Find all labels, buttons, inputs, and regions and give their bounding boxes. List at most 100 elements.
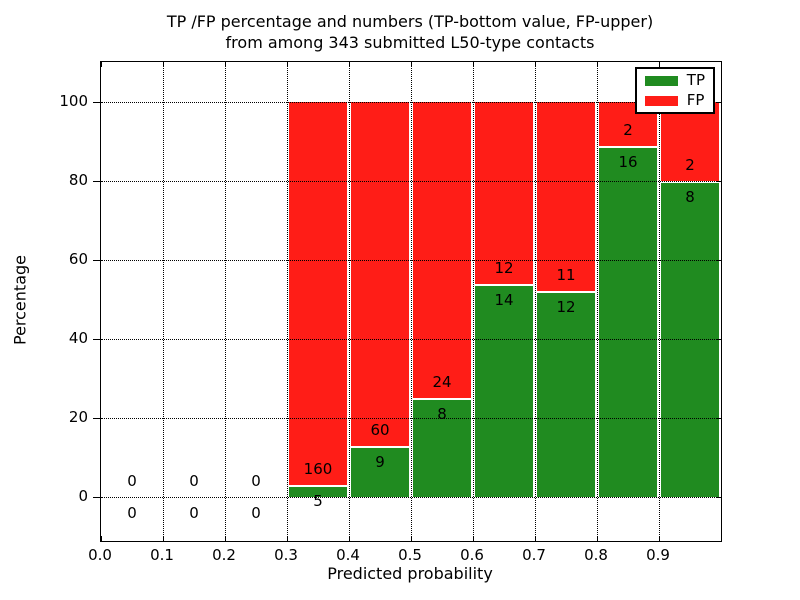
legend-label: FP	[686, 91, 705, 109]
bar-segment-fp	[473, 101, 535, 285]
fp-count-label: 0	[251, 472, 261, 491]
bar-segment-fp	[659, 101, 721, 181]
v-gridline	[163, 62, 164, 541]
x-tick-mark-top	[163, 62, 164, 67]
x-tick-mark-top	[225, 62, 226, 67]
tp-count-label: 16	[618, 152, 638, 171]
x-tick-mark	[535, 536, 536, 541]
x-tick-mark-top	[349, 62, 350, 67]
bar-segment-fp	[535, 101, 597, 291]
x-tick-mark-top	[535, 62, 536, 67]
x-tick-mark	[101, 536, 102, 541]
tp-count-label: 8	[437, 405, 447, 424]
x-tick-label: 0.2	[212, 546, 236, 564]
y-tick-label: 80	[68, 170, 88, 189]
x-tick-label: 0.5	[398, 546, 422, 564]
stacked-bar	[535, 101, 597, 498]
y-tick-mark-right	[716, 418, 721, 420]
legend: TP FP	[634, 67, 715, 114]
stacked-bar	[411, 101, 473, 498]
chart-title-line2: from among 343 submitted L50-type contac…	[225, 33, 595, 52]
x-tick-label: 0.0	[88, 546, 112, 564]
x-tick-mark-top	[473, 62, 474, 67]
bar-segment-tp	[535, 290, 597, 498]
y-tick-mark-right	[716, 497, 721, 499]
tp-count-label: 0	[251, 504, 261, 523]
x-tick-mark-top	[659, 62, 660, 67]
v-gridline	[411, 62, 412, 541]
tp-count-label: 8	[685, 187, 695, 206]
bar-segment-tp	[349, 445, 411, 498]
v-gridline	[287, 62, 288, 541]
y-tick-mark	[93, 101, 100, 103]
tp-count-label: 9	[375, 452, 385, 471]
y-tick-mark	[93, 180, 100, 182]
bar-segment-tp	[597, 145, 659, 498]
fp-count-label: 11	[556, 265, 576, 284]
x-axis-label: Predicted probability	[327, 564, 493, 583]
fp-count-label: 60	[370, 420, 390, 439]
fp-count-label: 2	[685, 155, 695, 174]
fp-count-label: 0	[127, 472, 137, 491]
x-tick-label: 0.1	[150, 546, 174, 564]
bar-segment-fp	[287, 101, 349, 486]
y-tick-mark	[93, 339, 100, 341]
x-tick-mark	[287, 536, 288, 541]
y-tick-mark-right	[716, 339, 721, 341]
x-tick-mark	[597, 536, 598, 541]
y-tick-mark-right	[716, 180, 721, 182]
bar-segment-tp	[411, 398, 473, 498]
legend-swatch-tp	[644, 75, 678, 86]
v-gridline	[535, 62, 536, 541]
v-gridline	[597, 62, 598, 541]
x-tick-mark-top	[287, 62, 288, 67]
v-gridline	[225, 62, 226, 541]
stacked-bar	[473, 101, 535, 498]
legend-item: TP	[644, 71, 705, 89]
v-gridline	[659, 62, 660, 541]
x-tick-mark-top	[411, 62, 412, 67]
tp-count-label: 5	[313, 492, 323, 511]
x-tick-mark-top	[597, 62, 598, 67]
v-gridline	[473, 62, 474, 541]
x-tick-mark	[411, 536, 412, 541]
fp-count-label: 12	[494, 259, 514, 278]
x-tick-mark	[349, 536, 350, 541]
y-axis-label: Percentage	[10, 254, 30, 346]
fp-count-label: 2	[623, 120, 633, 139]
legend-label: TP	[686, 71, 705, 89]
bar-segment-fp	[349, 101, 411, 446]
stacked-bar	[287, 101, 349, 498]
x-tick-label: 0.7	[522, 546, 546, 564]
fp-count-label: 24	[432, 373, 452, 392]
y-tick-mark	[93, 418, 100, 420]
y-tick-label: 40	[68, 329, 88, 348]
legend-item: FP	[644, 91, 705, 109]
legend-swatch-fp	[644, 95, 678, 106]
x-tick-label: 0.6	[460, 546, 484, 564]
fp-count-label: 0	[189, 472, 199, 491]
tp-count-label: 0	[189, 504, 199, 523]
stacked-bar	[349, 101, 411, 498]
x-tick-mark	[473, 536, 474, 541]
y-tick-mark-right	[716, 101, 721, 103]
x-tick-label: 0.3	[274, 546, 298, 564]
y-tick-mark	[93, 497, 100, 499]
bar-segment-fp	[411, 101, 473, 399]
x-tick-label: 0.9	[646, 546, 670, 564]
y-tick-label: 100	[59, 91, 88, 110]
x-tick-mark	[163, 536, 164, 541]
y-tick-label: 0	[78, 487, 88, 506]
v-gridline	[349, 62, 350, 541]
y-tick-mark	[93, 259, 100, 261]
y-tick-label: 20	[68, 408, 88, 427]
x-tick-mark	[659, 536, 660, 541]
x-tick-mark-top	[101, 62, 102, 67]
tp-count-label: 12	[556, 297, 576, 316]
x-tick-mark	[225, 536, 226, 541]
x-tick-label: 0.8	[584, 546, 608, 564]
tp-count-label: 0	[127, 504, 137, 523]
tp-count-label: 14	[494, 291, 514, 310]
chart-title-line1: TP /FP percentage and numbers (TP-bottom…	[166, 12, 654, 31]
